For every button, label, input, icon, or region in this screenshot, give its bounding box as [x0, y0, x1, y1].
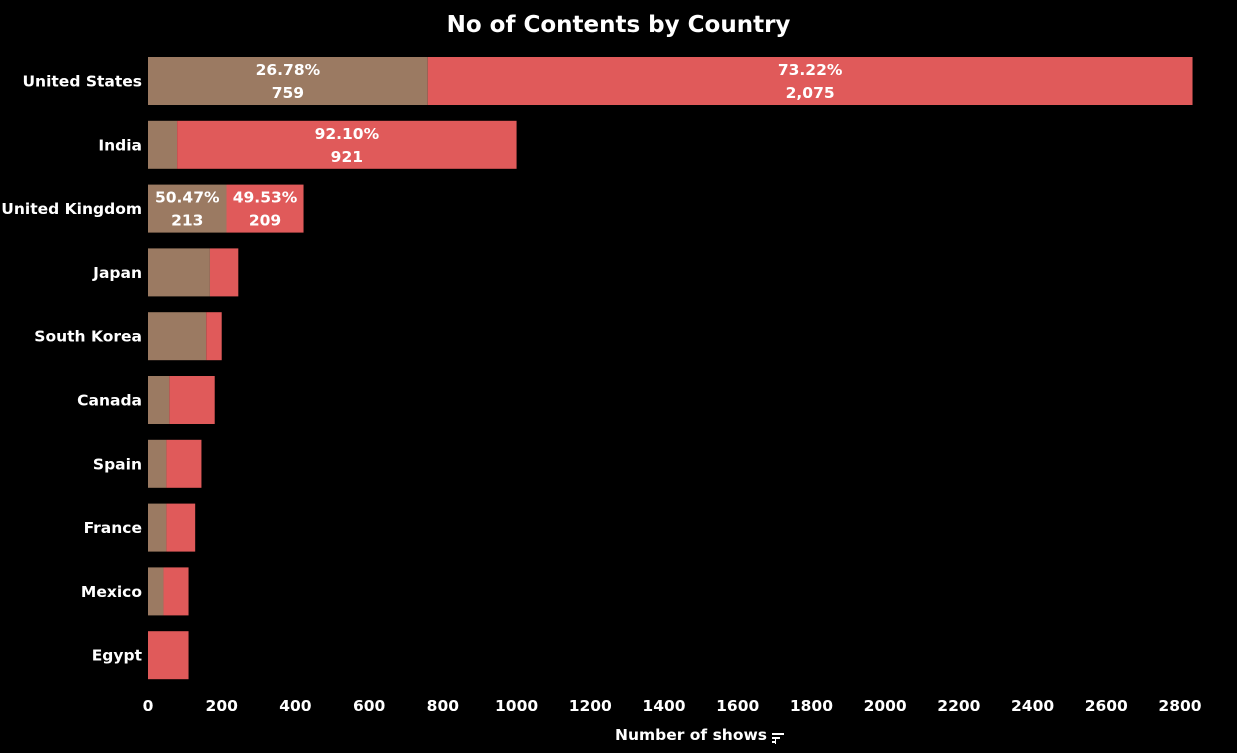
x-tick-label-1400: 1400	[642, 697, 685, 715]
category-label-united-kingdom: United Kingdom	[1, 200, 142, 218]
category-label-india: India	[98, 136, 142, 154]
category-label-france: France	[84, 519, 142, 537]
bar-united-states-series-1[interactable]	[148, 57, 428, 105]
x-tick-label-2400: 2400	[1011, 697, 1054, 715]
bar-united-kingdom-series-2[interactable]	[226, 184, 304, 233]
data-label-percent-united-kingdom-1: 50.47%	[155, 189, 220, 207]
x-tick-label-200: 200	[206, 697, 239, 715]
data-label-value-india-2: 921	[331, 148, 363, 166]
x-tick-label-400: 400	[279, 697, 312, 715]
x-tick-label-1800: 1800	[790, 697, 833, 715]
bar-united-states-series-2[interactable]	[427, 57, 1193, 105]
bar-canada-series-2[interactable]	[169, 376, 215, 424]
data-label-percent-united-states-2: 73.22%	[778, 61, 843, 79]
x-tick-label-1600: 1600	[716, 697, 759, 715]
x-tick-label-2800: 2800	[1158, 697, 1201, 715]
bar-canada-series-1[interactable]	[148, 376, 170, 424]
bar-japan-series-1[interactable]	[148, 248, 210, 297]
bar-south-korea-series-2[interactable]	[206, 312, 222, 361]
category-label-japan: Japan	[92, 264, 142, 282]
data-label-value-united-kingdom-1: 213	[171, 212, 203, 230]
bar-south-korea-series-1[interactable]	[148, 312, 207, 361]
x-tick-label-2600: 2600	[1085, 697, 1128, 715]
bar-mexico-series-2[interactable]	[163, 567, 189, 616]
x-axis-title: Number of shows	[614, 726, 768, 744]
bar-egypt-series-2[interactable]	[148, 631, 189, 680]
data-label-percent-united-kingdom-2: 49.53%	[233, 189, 298, 207]
bar-japan-series-2[interactable]	[209, 248, 239, 297]
bar-france-series-2[interactable]	[166, 503, 196, 552]
x-tick-label-2000: 2000	[864, 697, 907, 715]
category-label-canada: Canada	[77, 392, 142, 410]
data-label-value-united-kingdom-2: 209	[249, 212, 281, 230]
x-tick-label-1200: 1200	[569, 697, 612, 715]
bar-spain-series-2[interactable]	[166, 439, 202, 488]
bar-mexico-series-1[interactable]	[148, 567, 164, 616]
x-axis-title-row: Number of shows	[560, 723, 840, 747]
category-label-mexico: Mexico	[81, 583, 142, 601]
bar-spain-series-1[interactable]	[148, 439, 167, 488]
bar-india-series-2[interactable]	[177, 120, 517, 169]
x-tick-label-2200: 2200	[937, 697, 980, 715]
x-tick-label-1000: 1000	[495, 697, 538, 715]
x-tick-label-0: 0	[143, 697, 154, 715]
x-tick-label-600: 600	[353, 697, 386, 715]
data-label-value-united-states-1: 759	[272, 84, 304, 102]
chart-title: No of Contents by Country	[446, 12, 791, 38]
category-label-spain: Spain	[93, 455, 142, 473]
data-label-percent-india-2: 92.10%	[315, 125, 380, 143]
sort-descending-icon[interactable]	[772, 729, 785, 744]
bar-india-series-1[interactable]	[148, 120, 178, 169]
category-label-egypt: Egypt	[92, 647, 143, 665]
category-label-united-states: United States	[22, 73, 142, 91]
bar-france-series-1[interactable]	[148, 503, 167, 552]
bar-united-kingdom-series-1[interactable]	[148, 184, 227, 233]
data-label-value-united-states-2: 2,075	[786, 84, 835, 102]
data-label-percent-united-states-1: 26.78%	[256, 61, 321, 79]
category-label-south-korea: South Korea	[34, 328, 142, 346]
x-tick-label-800: 800	[427, 697, 460, 715]
